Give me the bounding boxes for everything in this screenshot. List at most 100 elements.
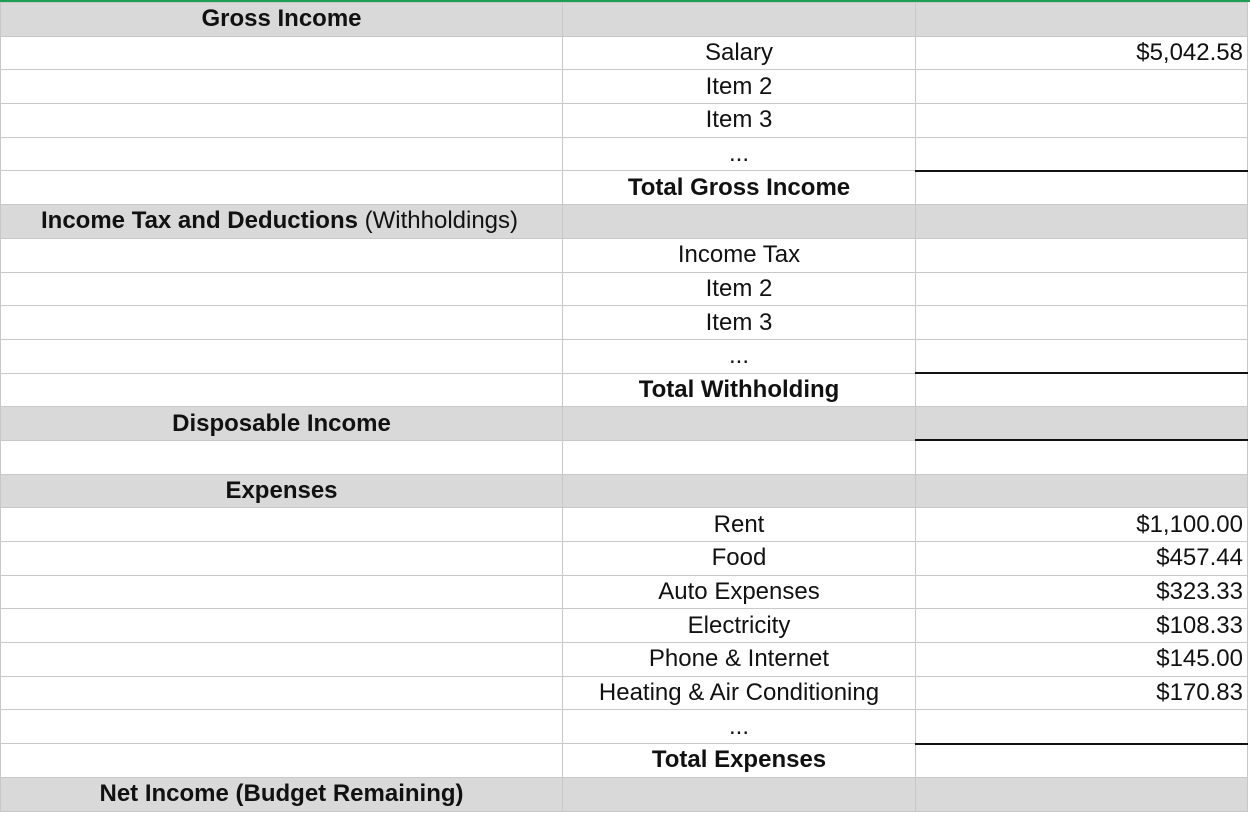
- cell[interactable]: Item 3: [562, 305, 916, 340]
- cell[interactable]: $1,100.00: [915, 507, 1248, 542]
- cell[interactable]: [915, 2, 1248, 37]
- cell[interactable]: [0, 541, 563, 576]
- section-title: Expenses: [225, 476, 338, 504]
- cell[interactable]: Income Tax and Deductions (Withholdings): [0, 204, 563, 239]
- cell[interactable]: [915, 776, 1248, 812]
- cell[interactable]: [915, 372, 1248, 408]
- cell[interactable]: Phone & Internet: [562, 642, 916, 677]
- cell[interactable]: Heating & Air Conditioning: [562, 675, 916, 711]
- table-row: Rent $1,100.00: [0, 507, 1248, 542]
- cell[interactable]: Net Income (Budget Remaining): [0, 776, 563, 812]
- cell[interactable]: [0, 305, 563, 340]
- table-row: ...: [0, 136, 1248, 172]
- section-disposable-income: Disposable Income: [0, 406, 1248, 441]
- cell[interactable]: $323.33: [915, 574, 1248, 610]
- cell[interactable]: [0, 709, 563, 745]
- cell[interactable]: Item 2: [562, 69, 916, 105]
- cell[interactable]: [915, 103, 1248, 138]
- cell[interactable]: [0, 69, 563, 105]
- cell[interactable]: [915, 204, 1248, 239]
- cell[interactable]: [915, 237, 1248, 273]
- cell[interactable]: $145.00: [915, 642, 1248, 677]
- table-row: ...: [0, 338, 1248, 374]
- cell[interactable]: Gross Income: [0, 2, 563, 37]
- cell[interactable]: ...: [562, 709, 916, 745]
- cell[interactable]: Expenses: [0, 473, 563, 509]
- section-title: Disposable Income: [172, 409, 391, 437]
- table-row: Item 2: [0, 69, 1248, 105]
- section-withholdings: Income Tax and Deductions (Withholdings): [0, 204, 1248, 239]
- cell[interactable]: ...: [562, 338, 916, 374]
- cell[interactable]: [0, 271, 563, 307]
- cell[interactable]: Total Expenses: [562, 743, 916, 778]
- cell[interactable]: [0, 170, 563, 206]
- cell[interactable]: [915, 406, 1248, 441]
- section-net-income: Net Income (Budget Remaining): [0, 776, 1248, 812]
- cell[interactable]: [0, 507, 563, 542]
- total-row: Total Expenses: [0, 742, 1248, 778]
- cell[interactable]: [0, 372, 563, 408]
- table-row: Heating & Air Conditioning $170.83: [0, 675, 1248, 711]
- cell[interactable]: [915, 439, 1248, 475]
- table-row: Phone & Internet $145.00: [0, 642, 1248, 677]
- cell[interactable]: [915, 473, 1248, 509]
- cell[interactable]: Disposable Income: [0, 406, 563, 441]
- section-title: Income Tax and Deductions: [41, 207, 358, 235]
- cell[interactable]: [0, 103, 563, 138]
- table-row: Electricity $108.33: [0, 608, 1248, 644]
- cell[interactable]: [915, 136, 1248, 172]
- budget-table: Gross Income Salary $5,042.58 Item 2 Ite…: [0, 2, 1248, 812]
- table-row: Item 3: [0, 103, 1248, 138]
- cell[interactable]: [0, 675, 563, 711]
- table-row: Item 2: [0, 271, 1248, 307]
- table-row: Food $457.44: [0, 541, 1248, 576]
- cell[interactable]: [0, 338, 563, 374]
- cell[interactable]: Item 2: [562, 271, 916, 307]
- section-note: (Withholdings): [364, 207, 519, 235]
- table-row: Income Tax: [0, 237, 1248, 273]
- cell[interactable]: [0, 743, 563, 778]
- cell[interactable]: [915, 69, 1248, 105]
- cell[interactable]: [0, 608, 563, 644]
- table-row: ...: [0, 709, 1248, 745]
- cell[interactable]: [562, 473, 916, 509]
- cell[interactable]: [0, 237, 563, 273]
- table-row: [0, 439, 1248, 475]
- cell[interactable]: [562, 439, 916, 475]
- section-title: Gross Income: [201, 5, 362, 33]
- cell[interactable]: [915, 709, 1248, 745]
- cell[interactable]: [562, 204, 916, 239]
- cell[interactable]: [915, 169, 1248, 206]
- cell[interactable]: Item 3: [562, 103, 916, 138]
- cell[interactable]: [562, 776, 916, 812]
- cell[interactable]: Auto Expenses: [562, 574, 916, 610]
- cell[interactable]: Total Withholding: [562, 372, 916, 408]
- cell[interactable]: [915, 271, 1248, 307]
- cell[interactable]: Rent: [562, 507, 916, 542]
- total-row: Total Gross Income: [0, 169, 1248, 206]
- cell[interactable]: Food: [562, 541, 916, 576]
- cell[interactable]: $5,042.58: [915, 35, 1248, 71]
- cell[interactable]: [0, 136, 563, 172]
- table-row: Auto Expenses $323.33: [0, 574, 1248, 610]
- cell[interactable]: $108.33: [915, 608, 1248, 644]
- cell[interactable]: Income Tax: [562, 237, 916, 273]
- cell[interactable]: Electricity: [562, 608, 916, 644]
- cell[interactable]: [915, 305, 1248, 340]
- cell[interactable]: [562, 2, 916, 37]
- table-row: Salary $5,042.58: [0, 35, 1248, 71]
- cell[interactable]: $170.83: [915, 675, 1248, 711]
- table-row: Item 3: [0, 305, 1248, 340]
- cell[interactable]: [915, 338, 1248, 374]
- cell[interactable]: ...: [562, 136, 916, 172]
- cell[interactable]: [0, 439, 563, 475]
- cell[interactable]: $457.44: [915, 541, 1248, 576]
- cell[interactable]: [0, 574, 563, 610]
- cell[interactable]: Total Gross Income: [562, 170, 916, 206]
- cell[interactable]: [915, 742, 1248, 778]
- section-expenses: Expenses: [0, 473, 1248, 509]
- cell[interactable]: [562, 406, 916, 441]
- cell[interactable]: [0, 642, 563, 677]
- cell[interactable]: Salary: [562, 35, 916, 71]
- cell[interactable]: [0, 35, 563, 71]
